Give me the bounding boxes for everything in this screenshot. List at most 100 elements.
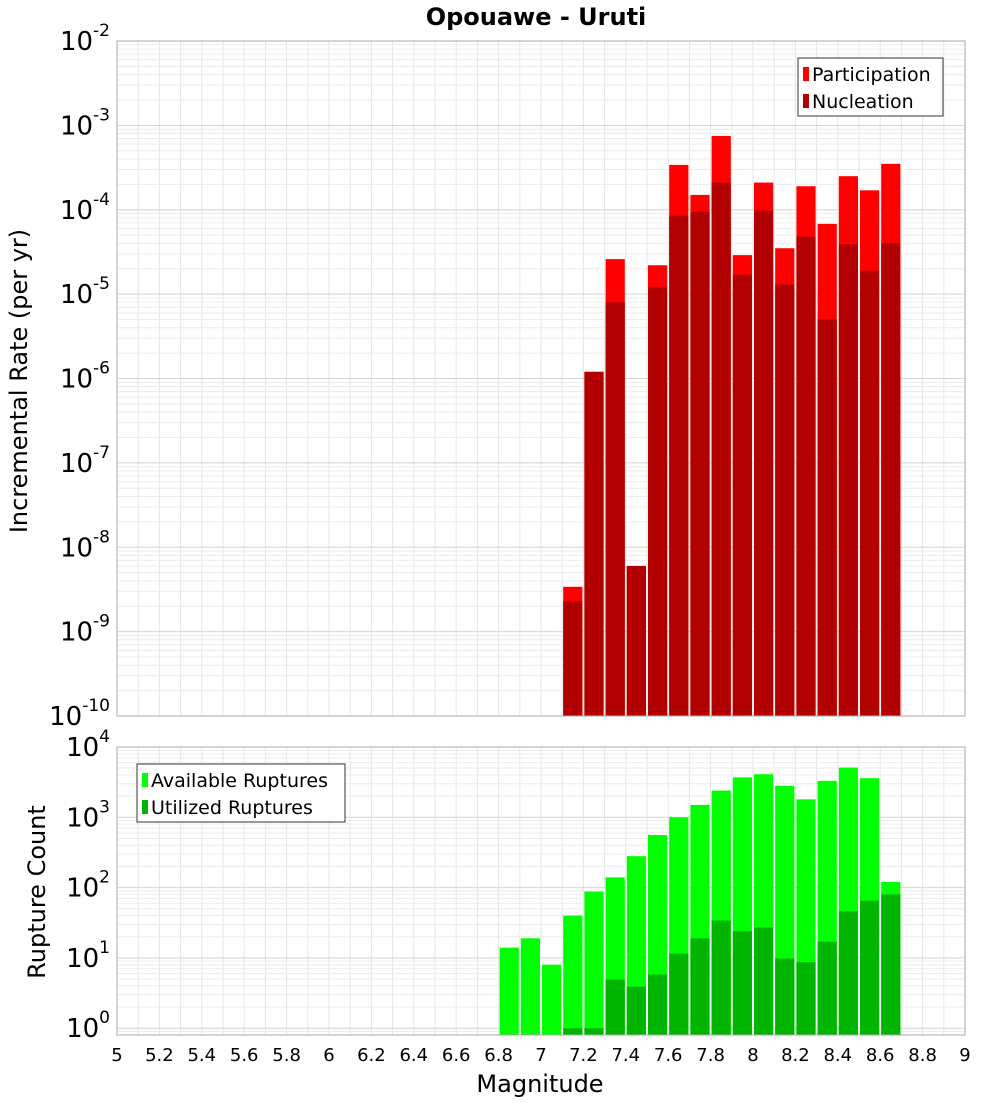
bottom-bar-available-ruptures <box>520 938 540 1035</box>
bottom-plot-frame <box>116 746 966 1036</box>
bottom-y-ticks: 100 101 102 103 104 <box>66 727 110 1044</box>
x-axis-label: Magnitude <box>476 1070 603 1098</box>
top-bar-nucleation <box>605 302 625 716</box>
top-y-tick-label: 10-10 <box>49 696 110 732</box>
bottom-bar-available-ruptures <box>584 891 604 1035</box>
x-tick-label: 7 <box>535 1045 546 1066</box>
bottom-bar-available-ruptures <box>563 915 583 1035</box>
bottom-bar-utilized-ruptures <box>690 938 710 1035</box>
x-tick-label: 7.4 <box>611 1045 640 1066</box>
top-y-axis-label: Incremental Rate (per yr) <box>5 229 33 533</box>
top-panel: 10-10 10-9 10-8 10-7 10-6 10-5 10-4 10-3 10-2 Par… <box>49 21 966 732</box>
bottom-bar-utilized-ruptures <box>754 927 774 1035</box>
top-bar-nucleation <box>648 287 668 716</box>
bottom-series-1 <box>563 894 901 1035</box>
bottom-bar-utilized-ruptures <box>817 941 837 1035</box>
top-bar-nucleation <box>711 182 731 716</box>
bottom-bar-utilized-ruptures <box>775 958 795 1035</box>
x-tick-label: 9 <box>959 1045 970 1066</box>
top-legend-swatch <box>803 67 809 81</box>
x-tick-label: 5.2 <box>145 1045 174 1066</box>
top-bar-nucleation <box>817 319 837 716</box>
top-bars <box>563 135 901 717</box>
bottom-legend-swatch <box>142 800 148 814</box>
bottom-y-tick-label: 101 <box>66 938 110 974</box>
bottom-bar-utilized-ruptures <box>881 894 901 1035</box>
top-bar-nucleation <box>669 215 689 717</box>
bottom-bar-utilized-ruptures <box>626 986 646 1035</box>
top-bar-nucleation <box>838 244 858 717</box>
top-bar-nucleation <box>626 565 646 716</box>
bottom-bar-utilized-ruptures <box>711 920 731 1035</box>
top-y-ticks: 10-10 10-9 10-8 10-7 10-6 10-5 10-4 10-3 10-2 <box>49 21 110 732</box>
x-tick-label: 6.2 <box>357 1045 386 1066</box>
bottom-bar-utilized-ruptures <box>860 900 880 1035</box>
bottom-legend: Available Ruptures Utilized Ruptures <box>136 763 346 823</box>
bottom-bar-utilized-ruptures <box>796 962 816 1035</box>
x-tick-label: 7.2 <box>569 1045 598 1066</box>
bottom-bar-available-ruptures <box>542 964 562 1035</box>
top-legend-label: Participation <box>812 64 931 86</box>
bottom-bar-utilized-ruptures <box>584 1028 604 1035</box>
bottom-y-tick-label: 104 <box>66 727 110 763</box>
x-tick-label: 8.4 <box>823 1045 852 1066</box>
x-tick-label: 8 <box>747 1045 758 1066</box>
x-tick-label: 6.8 <box>484 1045 513 1066</box>
x-tick-label: 8.8 <box>908 1045 937 1066</box>
x-tick-label: 7.8 <box>696 1045 725 1066</box>
bottom-y-tick-label: 100 <box>66 1008 110 1044</box>
x-tick-label: 6 <box>323 1045 334 1066</box>
x-tick-label: 6.4 <box>399 1045 428 1066</box>
bottom-legend-swatch <box>142 773 148 787</box>
x-tick-label: 5 <box>111 1045 122 1066</box>
top-bar-nucleation <box>690 211 710 716</box>
top-y-tick-label: 10-7 <box>60 443 110 479</box>
top-plot-frame <box>116 40 966 717</box>
bottom-y-tick-label: 102 <box>66 868 110 904</box>
bottom-bar-utilized-ruptures <box>732 931 752 1035</box>
top-grid <box>116 41 966 717</box>
x-tick-label: 7.6 <box>654 1045 683 1066</box>
top-y-tick-label: 10-4 <box>60 190 110 226</box>
top-legend-swatch <box>803 94 809 108</box>
top-bar-nucleation <box>881 243 901 717</box>
bottom-bar-utilized-ruptures <box>838 911 858 1035</box>
top-bar-nucleation <box>584 371 604 716</box>
x-tick-label: 5.4 <box>187 1045 216 1066</box>
bottom-bar-utilized-ruptures <box>563 1028 583 1035</box>
x-ticks: 5 5.2 5.4 5.6 5.8 6 6.2 6.4 6.6 6.8 7 7.2 7.4 7.6 7.8 8… <box>111 1045 970 1066</box>
x-tick-label: 5.8 <box>272 1045 301 1066</box>
top-series-1 <box>563 182 901 717</box>
x-tick-label: 8.2 <box>781 1045 810 1066</box>
top-bar-nucleation <box>775 284 795 716</box>
bottom-bar-utilized-ruptures <box>669 953 689 1035</box>
bottom-y-tick-label: 103 <box>66 797 110 833</box>
top-legend: Participation Nucleation <box>797 57 944 117</box>
bottom-bars <box>499 767 901 1035</box>
top-bar-nucleation <box>563 601 583 716</box>
x-tick-label: 8.6 <box>866 1045 895 1066</box>
top-y-tick-label: 10-8 <box>60 527 110 563</box>
bottom-legend-label: Available Ruptures <box>151 770 328 792</box>
top-y-tick-label: 10-2 <box>60 21 110 57</box>
top-bar-nucleation <box>732 274 752 716</box>
top-legend-box <box>797 57 944 117</box>
bottom-bar-utilized-ruptures <box>648 974 668 1035</box>
top-y-tick-label: 10-6 <box>60 359 110 395</box>
top-y-tick-label: 10-9 <box>60 612 110 648</box>
chart-title: Opouawe - Uruti <box>426 3 647 31</box>
bottom-legend-label: Utilized Ruptures <box>151 797 313 819</box>
bottom-panel: 100 101 102 103 104 5 5.2 5.4 5.6 5.8 6 6.2 6.4 6.6 6.… <box>66 727 971 1066</box>
top-bar-nucleation <box>754 210 774 716</box>
top-y-tick-label: 10-3 <box>60 105 110 141</box>
x-tick-label: 5.6 <box>230 1045 259 1066</box>
top-bar-nucleation <box>796 236 816 716</box>
top-y-tick-label: 10-5 <box>60 274 110 310</box>
bottom-bar-available-ruptures <box>499 947 519 1035</box>
bottom-legend-box <box>136 763 346 823</box>
bottom-bar-utilized-ruptures <box>605 979 625 1035</box>
x-tick-label: 6.6 <box>442 1045 471 1066</box>
top-bar-nucleation <box>860 270 880 716</box>
